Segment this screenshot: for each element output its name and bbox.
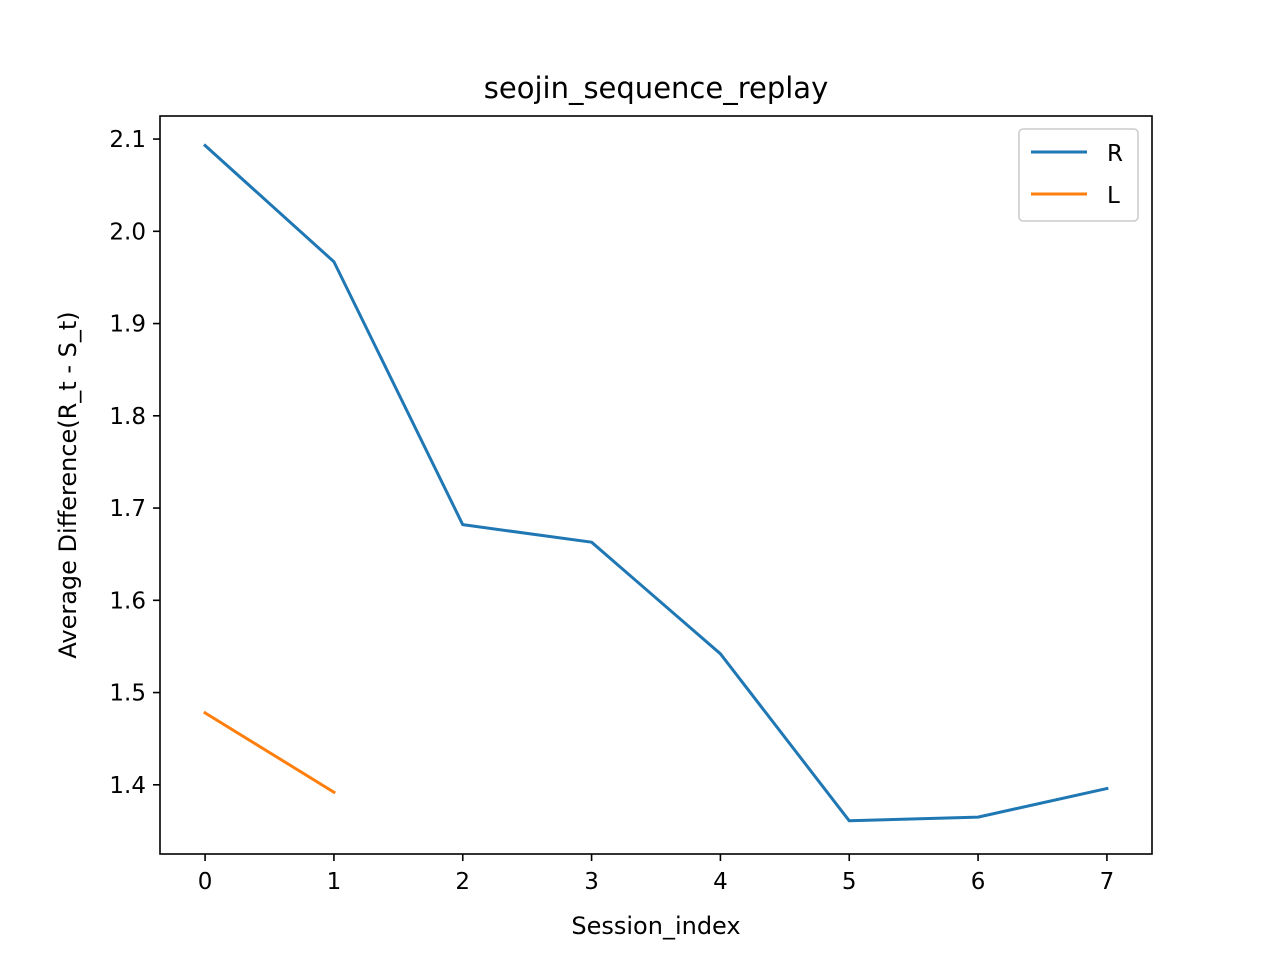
chart-title: seojin_sequence_replay [484, 71, 828, 105]
y-tick-label: 1.7 [109, 496, 146, 522]
y-axis-label: Average Difference(R_t - S_t) [54, 311, 82, 658]
y-tick-label: 2.0 [109, 219, 146, 245]
x-tick-label: 2 [455, 869, 470, 895]
series-line-R [202, 143, 1109, 823]
y-tick-label: 1.9 [109, 312, 146, 338]
plot-frame [159, 115, 1153, 855]
y-tick-label: 1.4 [109, 773, 146, 799]
y-tick-label: 1.5 [109, 681, 146, 707]
legend: RL [1018, 128, 1139, 222]
x-axis: 0 1 2 3 4 5 6 7 [198, 854, 1114, 895]
legend-label-L: L [1107, 183, 1120, 209]
x-tick-label: 3 [584, 869, 599, 895]
y-tick-label: 1.8 [109, 404, 146, 430]
y-axis: 1.4 1.5 1.6 1.7 1.8 1.9 2.0 2.1 [109, 127, 160, 799]
y-tick-label: 2.1 [109, 127, 146, 153]
x-tick-label: 5 [842, 869, 857, 895]
x-tick-label: 4 [713, 869, 728, 895]
x-tick-label: 0 [198, 869, 213, 895]
series-line-L [203, 710, 336, 795]
x-axis-label: Session_index [571, 912, 740, 940]
x-tick-label: 6 [971, 869, 986, 895]
x-tick-label: 1 [327, 869, 342, 895]
x-tick-label: 7 [1100, 869, 1115, 895]
plot-area [202, 143, 1109, 823]
legend-label-R: R [1107, 141, 1123, 167]
y-tick-label: 1.6 [109, 588, 146, 614]
